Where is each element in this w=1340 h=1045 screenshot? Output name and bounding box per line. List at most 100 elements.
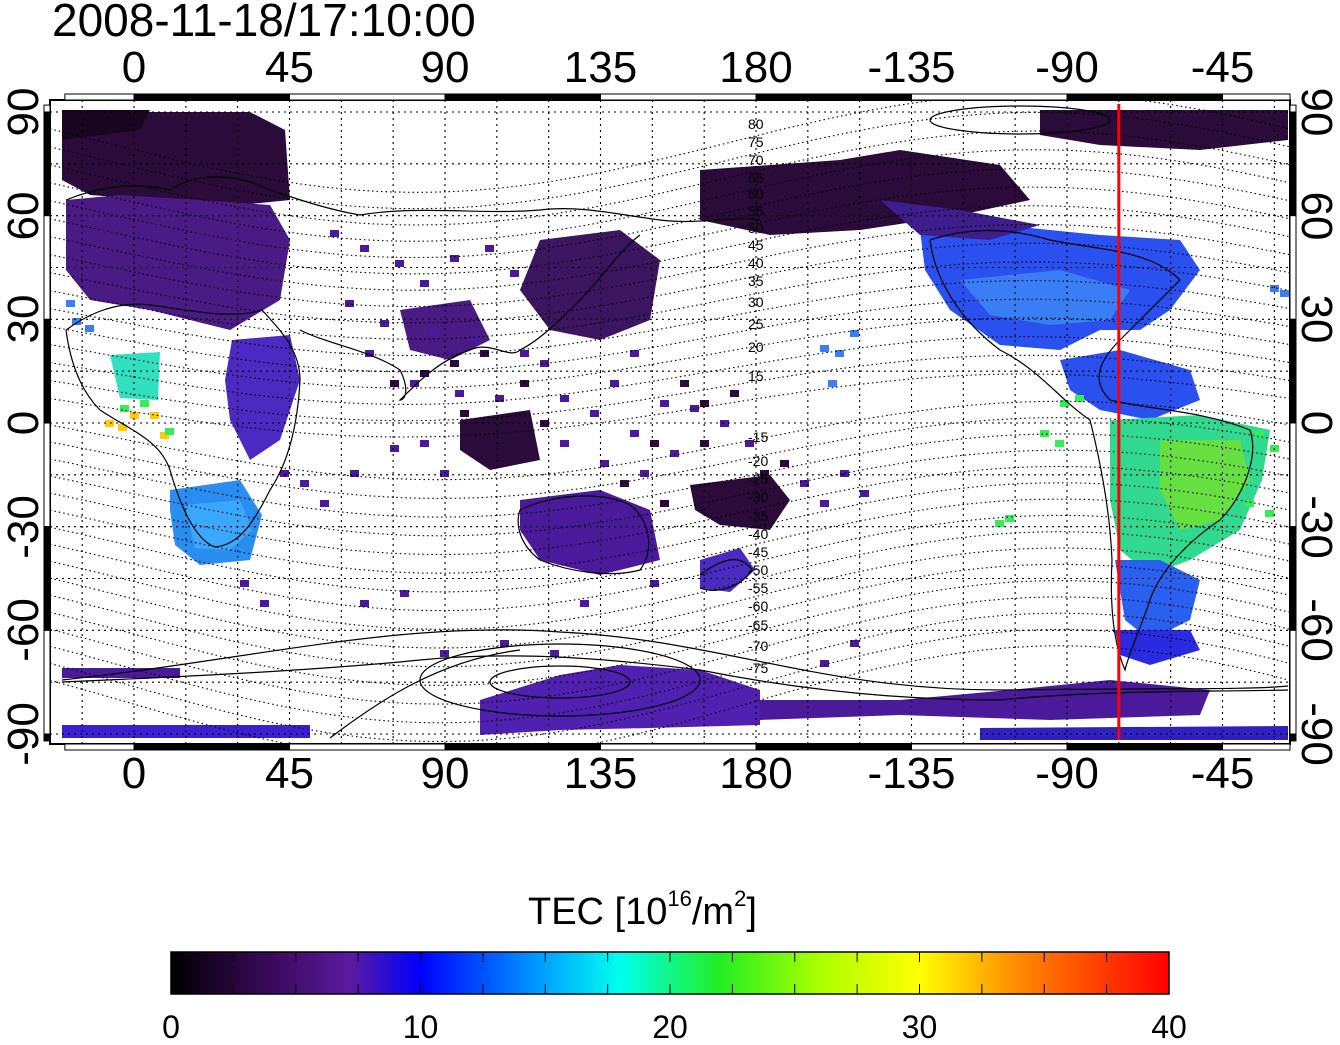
mag-lat-label: -25	[748, 471, 768, 487]
lon-tick-top: -135	[867, 43, 956, 92]
tec-cell	[345, 300, 354, 307]
mag-lat-contour	[50, 336, 1290, 405]
tec-cell	[330, 230, 339, 237]
tec-cell	[420, 440, 429, 447]
colorbar-tick-label: 30	[901, 1009, 938, 1045]
coastline	[517, 495, 650, 575]
tec-cell	[640, 470, 649, 477]
tec-cell	[380, 320, 389, 327]
tec-cell	[560, 395, 569, 402]
mag-lat-contour	[50, 373, 1290, 438]
tec-cell	[630, 350, 639, 357]
tec-cell	[510, 270, 519, 277]
mag-lat-label: 55	[748, 203, 764, 219]
axis-bar-segment	[1222, 743, 1291, 751]
lat-tick-right: -90	[1292, 702, 1340, 766]
lon-tick-top: 135	[563, 43, 638, 92]
axis-bar-segment	[1289, 733, 1297, 742]
tec-region-pacific-islands	[690, 475, 790, 530]
tec-cell	[350, 470, 359, 477]
tec-cell-hot	[160, 432, 169, 439]
tec-cell	[410, 380, 419, 387]
tec-cell-hot	[130, 412, 139, 419]
tec-cell-blue	[1270, 285, 1279, 292]
mag-lat-contour	[50, 563, 1290, 668]
tec-cell	[745, 440, 754, 447]
colorbar-title-exp2: 2	[734, 886, 747, 911]
mag-lat-contour	[50, 354, 1290, 422]
tec-cell	[500, 640, 509, 647]
lon-tick-top: 0	[121, 43, 147, 92]
colorbar-tick-label: 20	[652, 1009, 688, 1045]
tec-cell	[485, 245, 494, 252]
mag-lat-contour	[50, 531, 1290, 630]
mag-lat-contour	[50, 280, 1290, 356]
tec-cell-dark	[700, 400, 709, 407]
axis-bars	[43, 93, 1297, 751]
lat-tick-left: 60	[0, 191, 48, 241]
lat-tick-left: -30	[0, 494, 48, 559]
tec-region-central-america	[1060, 350, 1200, 420]
tec-cell	[360, 245, 369, 252]
axis-bar-segment	[1222, 93, 1291, 101]
lon-tick-top: -45	[1190, 43, 1255, 92]
tec-cell-dark	[760, 470, 769, 477]
tec-region-antarctic-band-right	[980, 726, 1288, 740]
tec-cell	[660, 400, 669, 407]
mag-lat-contour	[50, 612, 1290, 724]
tec-cell-dark	[620, 480, 629, 487]
tec-cell-dark	[730, 390, 739, 397]
tec-cell-green	[1255, 430, 1264, 437]
mag-lat-label: -40	[748, 526, 768, 542]
tec-cell-green	[1055, 440, 1064, 447]
lat-tick-right: 60	[1292, 191, 1340, 241]
lon-tick-top: 90	[420, 43, 470, 92]
axis-bar-segment	[289, 93, 446, 101]
axis-bar-segment	[755, 93, 912, 101]
tec-cell-hot	[105, 420, 114, 427]
mag-lat-contour	[50, 514, 1290, 612]
tec-cell-green	[165, 428, 174, 435]
tec-cell-green	[995, 520, 1004, 527]
tec-cell	[240, 580, 249, 587]
tec-cell	[320, 500, 329, 507]
lon-tick-bottom: 90	[420, 749, 470, 798]
mag-lat-contour-solid	[329, 649, 521, 739]
tec-cell	[520, 350, 529, 357]
tec-cell-green	[1075, 395, 1084, 402]
lon-tick-bottom: -135	[867, 749, 956, 798]
tec-cell-green	[140, 400, 149, 407]
colorbar-title: TEC [1016/m2]	[528, 888, 757, 934]
tec-cell-green	[1005, 515, 1014, 522]
tec-cell	[650, 580, 659, 587]
tec-cell-blue	[72, 318, 81, 325]
coastline	[61, 655, 1289, 701]
mag-lat-label: 60	[748, 186, 764, 202]
tec-cell	[430, 330, 439, 337]
coastline	[65, 176, 761, 223]
tec-region-east-africa	[225, 335, 300, 460]
tec-region-australia	[520, 490, 660, 575]
tec-cell-hot	[118, 424, 127, 431]
tec-cell-dark	[660, 500, 669, 507]
tec-cell	[840, 470, 849, 477]
mag-pole-contour	[929, 105, 1111, 135]
tec-cell-blue	[1280, 290, 1289, 297]
lat-tick-left: 90	[0, 87, 48, 137]
tec-cell-dark	[420, 370, 429, 377]
lon-tick-bottom: -90	[1035, 749, 1099, 798]
mag-lat-contour	[50, 547, 1290, 649]
lat-tick-right: 90	[1292, 87, 1340, 137]
mag-lat-contour	[50, 111, 1290, 210]
tec-cell	[260, 600, 269, 607]
tec-cell	[455, 390, 464, 397]
tec-cell-dark	[450, 360, 459, 367]
tec-cell	[495, 395, 504, 402]
lat-tick-left: 0	[0, 410, 48, 436]
mag-lat-label: -30	[748, 489, 768, 505]
tec-cell-dark	[540, 420, 549, 427]
lat-tick-left: -60	[0, 598, 48, 663]
mag-lat-contour	[50, 130, 1290, 226]
lat-tick-right: 30	[1292, 294, 1340, 344]
